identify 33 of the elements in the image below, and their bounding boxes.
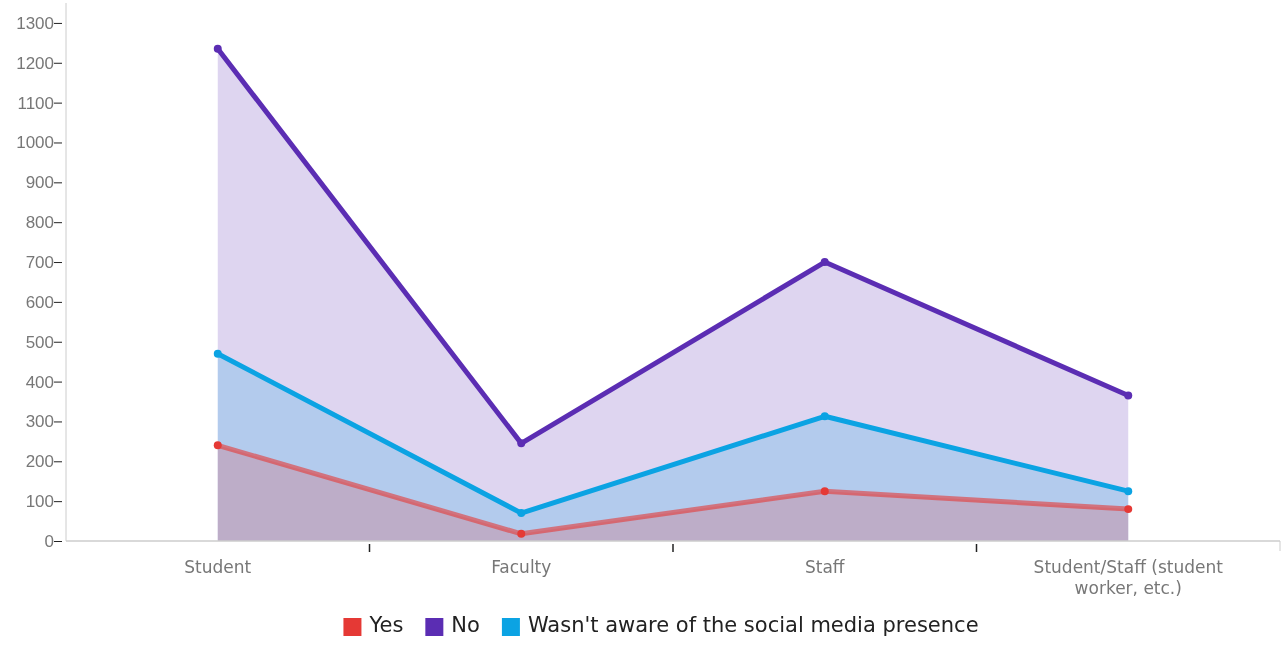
y-tick-label: 1200 bbox=[16, 53, 54, 73]
point bbox=[517, 509, 526, 518]
y-tick-label: 1100 bbox=[17, 93, 54, 113]
y-tick-label: 200 bbox=[25, 452, 54, 472]
y-tick-label: 900 bbox=[25, 173, 54, 193]
point bbox=[1124, 505, 1133, 514]
point bbox=[517, 439, 526, 448]
legend-label: No bbox=[451, 613, 480, 637]
y-tick-label: 600 bbox=[25, 292, 54, 312]
point bbox=[213, 44, 222, 53]
point bbox=[820, 412, 829, 421]
point bbox=[1124, 391, 1133, 400]
point bbox=[820, 487, 829, 496]
legend-label: Yes bbox=[368, 613, 404, 637]
y-tick-label: 1000 bbox=[16, 133, 54, 153]
x-tick-label: Student/Staff (student worker, etc.) bbox=[1033, 557, 1224, 598]
y-tick-label: 300 bbox=[25, 412, 54, 432]
point bbox=[213, 441, 222, 450]
x-tick-label: Staff bbox=[804, 557, 846, 577]
legend-label: Wasn't aware of the social media presence bbox=[527, 613, 979, 637]
y-tick-label: 500 bbox=[25, 332, 54, 352]
point bbox=[1124, 487, 1133, 496]
x-tick-label: Faculty bbox=[491, 557, 552, 577]
point bbox=[517, 529, 526, 538]
y-tick-label: 0 bbox=[44, 531, 54, 551]
y-tick-label: 800 bbox=[25, 213, 54, 233]
y-tick-label: 700 bbox=[25, 252, 54, 272]
x-tick-label: Student bbox=[184, 557, 252, 577]
y-tick-label: 1300 bbox=[16, 13, 54, 33]
point bbox=[820, 258, 829, 267]
point bbox=[213, 349, 222, 358]
y-tick-label: 400 bbox=[25, 372, 54, 392]
y-tick-label: 100 bbox=[25, 492, 54, 512]
